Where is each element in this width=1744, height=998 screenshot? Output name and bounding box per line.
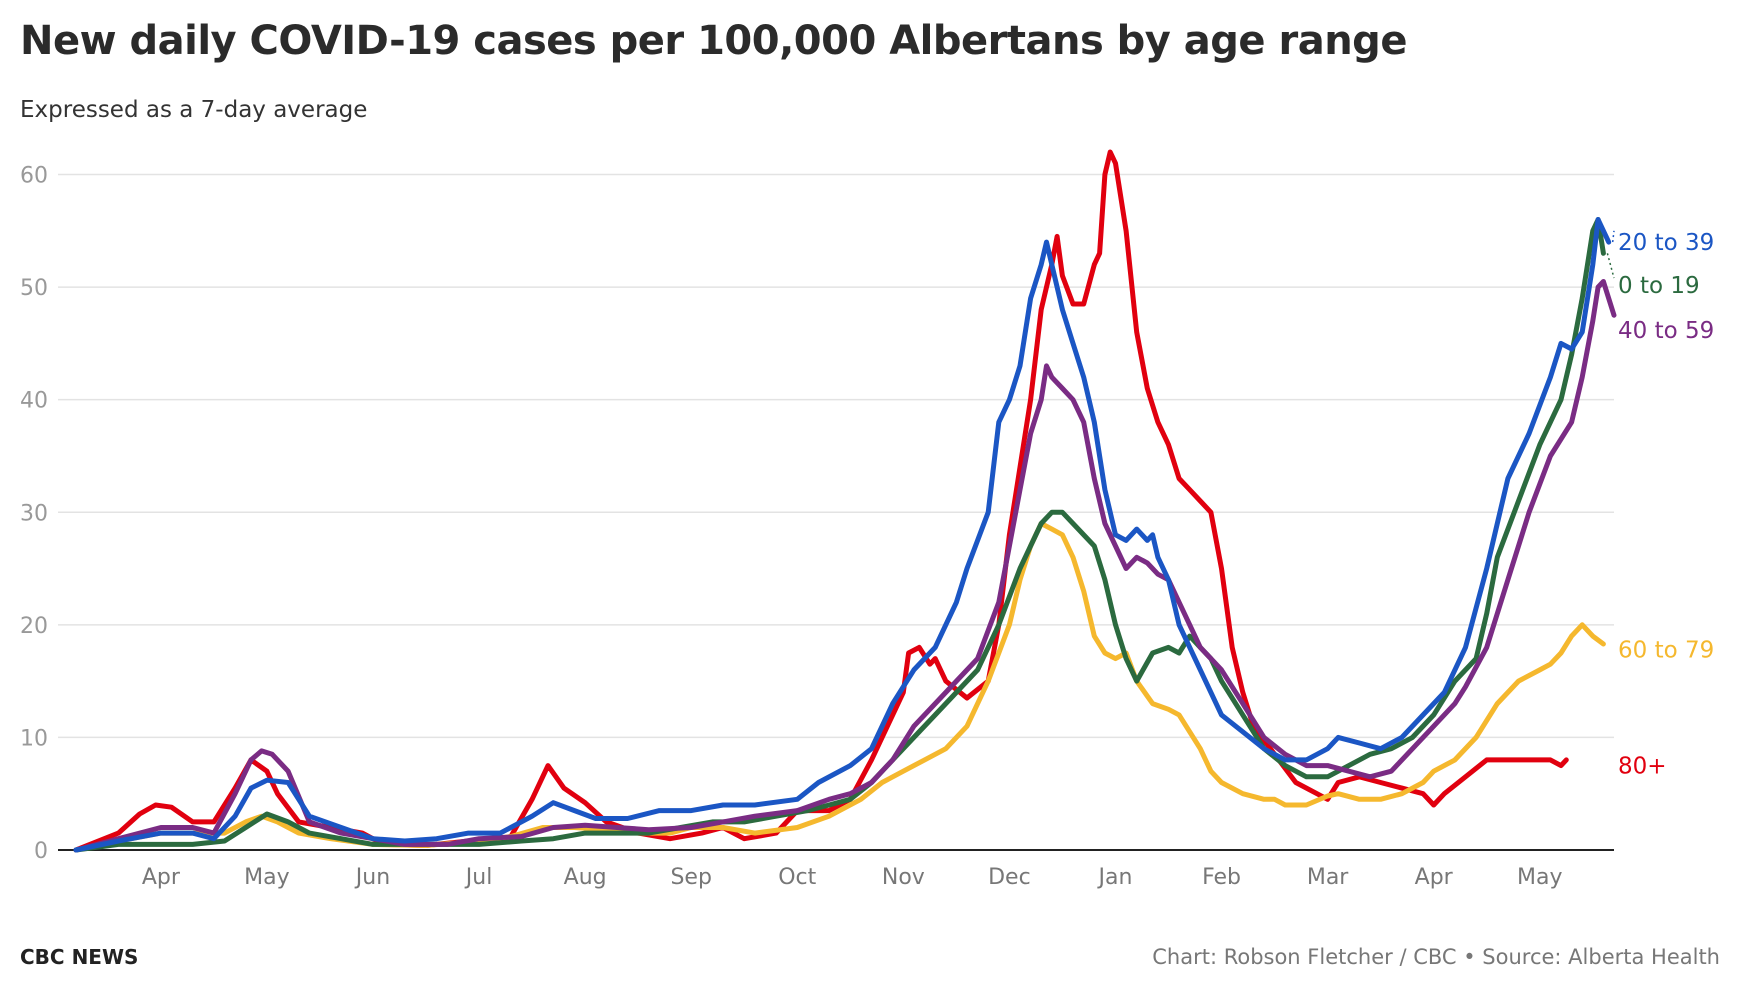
y-tick-label: 50 (20, 276, 48, 301)
series-label-60-to-79: 60 to 79 (1618, 638, 1714, 664)
y-axis-ticks: 0 10 20 30 40 50 60 (20, 164, 48, 864)
x-tick-label: Dec (988, 865, 1031, 890)
leader-20-to-39 (1611, 230, 1615, 243)
series-line-40-to-59 (73, 279, 1617, 853)
x-tick-label: Jun (354, 865, 390, 890)
x-tick-label: Mar (1307, 865, 1349, 890)
x-tick-label: Sep (670, 865, 711, 890)
x-tick-label: Jan (1097, 865, 1133, 890)
series-labels: 20 to 39 0 to 19 40 to 59 60 to 79 80+ (1606, 230, 1714, 780)
footer-credit: Chart: Robson Fletcher / CBC • Source: A… (1152, 945, 1720, 969)
leader-0-to-19 (1606, 253, 1615, 279)
y-tick-label: 30 (20, 501, 48, 526)
chart-subtitle: Expressed as a 7-day average (20, 97, 368, 123)
x-tick-label: May (244, 865, 289, 890)
y-tick-label: 10 (20, 726, 48, 751)
x-tick-label: Apr (1415, 865, 1454, 890)
y-tick-label: 40 (20, 389, 48, 414)
series-lines (73, 149, 1617, 853)
series-line-80- (73, 149, 1569, 853)
series-label-40-to-59: 40 to 59 (1618, 318, 1714, 344)
x-tick-label: May (1517, 865, 1562, 890)
x-tick-label: Feb (1202, 865, 1241, 890)
x-tick-label: Oct (778, 865, 816, 890)
x-tick-label: Apr (142, 865, 181, 890)
y-tick-label: 60 (20, 164, 48, 189)
x-tick-label: Jul (464, 865, 493, 890)
y-tick-label: 20 (20, 614, 48, 639)
x-tick-label: Aug (564, 865, 607, 890)
y-tick-label: 0 (34, 839, 48, 864)
x-axis-ticks: Apr May Jun Jul Aug Sep Oct Nov Dec Jan Feb Mar Apr M… (142, 865, 1563, 890)
series-label-20-to-39: 20 to 39 (1618, 230, 1714, 256)
series-label-80-: 80+ (1618, 754, 1667, 780)
x-tick-label: Nov (882, 865, 925, 890)
series-line-20-to-39 (73, 217, 1612, 853)
gridlines (58, 173, 1614, 739)
footer-brand: CBC NEWS (20, 945, 139, 969)
series-label-0-to-19: 0 to 19 (1618, 273, 1700, 299)
chart-title: New daily COVID-19 cases per 100,000 Alb… (20, 18, 1407, 64)
series-line-0-to-19 (73, 217, 1606, 853)
